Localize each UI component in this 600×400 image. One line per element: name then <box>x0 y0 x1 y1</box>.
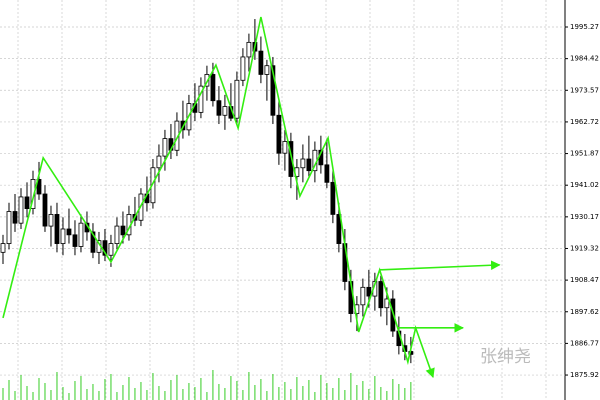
candle-body <box>30 179 36 209</box>
candle-body <box>114 225 120 244</box>
candle-body <box>210 74 216 102</box>
zigzag-line <box>2 16 435 379</box>
candle-body <box>66 228 72 236</box>
candle-body <box>18 196 24 224</box>
y-tick-label: 1962.72 <box>570 118 599 126</box>
candle-body <box>60 228 66 244</box>
candle-body <box>234 79 240 119</box>
candle-body <box>300 158 306 169</box>
y-tick-label: 1930.17 <box>570 213 599 221</box>
candle-body <box>102 240 108 256</box>
candle-body <box>240 56 246 81</box>
candle-body <box>54 214 60 244</box>
candle-body <box>6 211 12 244</box>
candle-body <box>0 243 6 253</box>
candle-body <box>150 167 156 204</box>
candle-body <box>282 141 288 154</box>
candle-body <box>78 222 84 247</box>
candle-body <box>72 234 78 247</box>
candle-body <box>288 141 294 177</box>
candle-body <box>258 50 264 75</box>
candle-body <box>378 281 384 309</box>
y-tick-label: 1995.27 <box>570 23 599 31</box>
candle-body <box>270 65 276 116</box>
candle-body <box>12 211 18 224</box>
candle-body <box>156 155 162 169</box>
candle-body <box>360 286 366 306</box>
candle-body <box>198 85 204 113</box>
y-tick-label: 1875.92 <box>570 371 599 379</box>
candle-body <box>162 138 168 157</box>
candle-body <box>384 298 390 309</box>
y-tick-label: 1886.77 <box>570 339 599 347</box>
ray-line <box>379 260 501 271</box>
candle-body <box>330 181 336 215</box>
candle-body <box>324 164 330 183</box>
y-tick-label: 1951.87 <box>570 150 599 158</box>
candle-body <box>216 100 222 116</box>
candle-body <box>108 243 114 256</box>
candle-body <box>276 114 282 154</box>
y-tick-label: 1908.47 <box>570 276 599 284</box>
candle-body <box>264 65 270 75</box>
y-tick-label: 1984.42 <box>570 55 599 63</box>
candle-body <box>120 225 126 236</box>
y-tick-label: 1897.62 <box>570 308 599 316</box>
candle-body <box>246 41 252 58</box>
candle-body <box>36 179 42 195</box>
y-tick-label: 1941.02 <box>570 181 599 189</box>
y-tick-label: 1919.32 <box>570 244 599 252</box>
candle-body <box>222 106 228 116</box>
candle-body <box>204 74 210 87</box>
candle-body <box>42 193 48 227</box>
watermark: 张绅尧 <box>480 347 531 367</box>
candle-body <box>90 231 96 253</box>
candle-body <box>306 158 312 172</box>
candle-body <box>336 214 342 244</box>
candle-body <box>366 286 372 297</box>
candle-body <box>24 196 30 209</box>
y-tick-label: 1973.57 <box>570 86 599 94</box>
candle-body <box>48 214 54 227</box>
